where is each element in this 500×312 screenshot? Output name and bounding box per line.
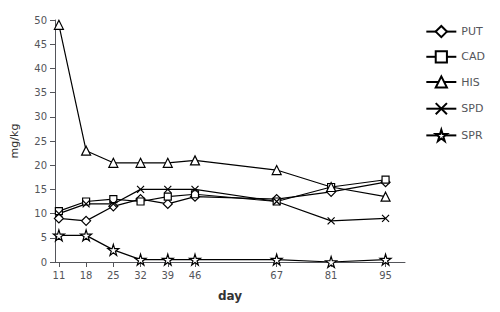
svg-text:mg/kg: mg/kg <box>8 124 21 159</box>
svg-text:HIS: HIS <box>461 76 480 89</box>
svg-text:20: 20 <box>34 160 47 171</box>
svg-text:67: 67 <box>270 270 283 281</box>
svg-text:10: 10 <box>34 208 47 219</box>
svg-text:32: 32 <box>134 270 147 281</box>
svg-text:day: day <box>218 289 242 303</box>
svg-text:35: 35 <box>34 87 47 98</box>
svg-text:CAD: CAD <box>461 50 485 63</box>
svg-text:11: 11 <box>53 270 66 281</box>
svg-text:0: 0 <box>41 257 47 268</box>
svg-text:95: 95 <box>379 270 392 281</box>
svg-text:18: 18 <box>80 270 93 281</box>
svg-text:81: 81 <box>325 270 338 281</box>
svg-text:45: 45 <box>34 39 47 50</box>
svg-text:PUT: PUT <box>461 25 483 38</box>
svg-text:SPD: SPD <box>461 102 483 115</box>
svg-text:25: 25 <box>107 270 120 281</box>
svg-text:40: 40 <box>34 63 47 74</box>
svg-text:30: 30 <box>34 111 47 122</box>
svg-text:25: 25 <box>34 136 47 147</box>
svg-text:15: 15 <box>34 184 47 195</box>
svg-text:5: 5 <box>41 232 47 243</box>
svg-text:39: 39 <box>161 270 174 281</box>
svg-text:46: 46 <box>189 270 202 281</box>
svg-text:50: 50 <box>34 15 47 26</box>
svg-text:SPR: SPR <box>461 129 483 142</box>
